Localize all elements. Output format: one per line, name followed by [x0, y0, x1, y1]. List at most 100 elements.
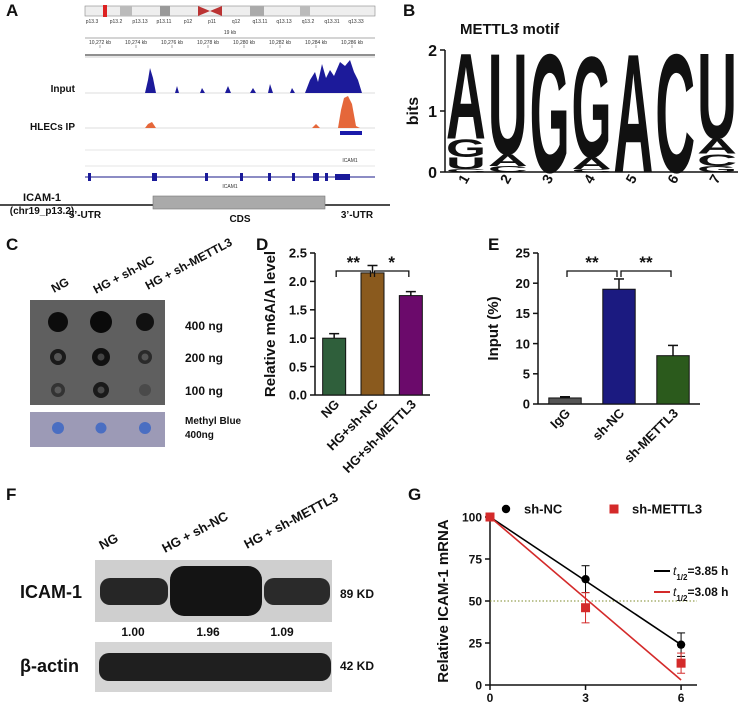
y-tick-label: 25: [469, 636, 483, 650]
region-label: 3’-UTR: [341, 210, 374, 221]
column-label: HG + sh-METTL3: [143, 235, 235, 293]
band-label: p13.11: [157, 19, 172, 25]
exon: [88, 173, 91, 181]
half-life-label: t1/2=3.85 h: [673, 564, 729, 582]
cds-box: [152, 195, 326, 210]
exon: [335, 174, 350, 180]
exon: [268, 173, 271, 181]
stain-label: Methyl Blue: [185, 416, 242, 427]
y-tick-label: 75: [469, 552, 483, 566]
panel-letter: A: [6, 1, 18, 20]
x-tick-label: 6: [678, 691, 685, 705]
column-label: HG + sh-NC: [159, 508, 231, 556]
band-label: q12: [232, 19, 241, 25]
y-tick-label: 0: [523, 397, 530, 412]
bar: [322, 337, 347, 396]
exon: [313, 173, 319, 181]
marker: [676, 658, 686, 668]
exon: [292, 173, 295, 181]
y-tick-label: 20: [516, 276, 530, 291]
legend-marker: [501, 504, 511, 514]
marker: [581, 574, 590, 584]
ratio-label: 1.96: [196, 625, 220, 639]
stain-dot: [52, 422, 64, 434]
logo-letter: C: [572, 168, 612, 173]
y-axis-label: Relative m6A/A level: [262, 251, 279, 397]
gene-label: ICAM-1: [23, 192, 61, 204]
panel-f: F NG HG + sh-NC HG + sh-METTL3 ICAM-1 89…: [6, 485, 374, 692]
marker: [581, 603, 591, 613]
y-tick-label: 2.5: [289, 246, 307, 261]
gene-name: ICAM1: [222, 184, 238, 190]
logo-letter: C: [655, 19, 695, 209]
exon: [325, 173, 328, 181]
panel-letter: G: [408, 485, 421, 504]
exon: [152, 173, 157, 181]
band-label: q13.33: [348, 19, 364, 25]
peak-call: [340, 131, 362, 135]
logo-letter: G: [697, 165, 737, 174]
band-label: p13.13: [132, 19, 148, 25]
half-life-part: =3.85 h: [687, 564, 728, 578]
band: [100, 578, 168, 605]
y-axis-label: bits: [405, 97, 422, 126]
y-tick-label: 1: [428, 104, 437, 121]
centromere: [198, 6, 222, 16]
input-coverage: [85, 60, 375, 93]
half-life-part: t: [673, 564, 677, 578]
band-label: p11: [208, 19, 216, 25]
y-axis-label: Input (%): [485, 296, 502, 360]
significance-bracket: [566, 270, 618, 277]
ratio-label: 1.00: [121, 625, 145, 639]
half-life-part: t: [673, 585, 677, 599]
logo-letter: A: [572, 154, 612, 173]
row-label: 200 ng: [185, 351, 223, 365]
row-label: 400 ng: [185, 319, 223, 333]
legend-label: sh-METTL3: [632, 502, 702, 517]
coord-label: 10,284 kb: [305, 40, 327, 46]
x-tick-label: 0: [487, 691, 494, 705]
panel-letter: B: [403, 1, 415, 20]
dot-center: [97, 353, 105, 361]
legend-label: sh-NC: [524, 502, 563, 517]
coord-label: 10,286 kb: [341, 40, 363, 46]
band-label: p13.2: [110, 19, 123, 25]
y-tick-label: 10: [516, 336, 530, 351]
logo-letter: A: [446, 29, 486, 166]
marker: [485, 512, 495, 522]
column-label: HG + sh-METTL3: [241, 489, 340, 551]
logo-letter: C: [488, 165, 528, 174]
scale-label: 19 kb: [224, 30, 236, 36]
band-label: q13.11: [253, 19, 268, 25]
row-label: 100 ng: [185, 384, 223, 398]
x-tick-label: 1: [455, 171, 473, 186]
y-axis-label: Relative ICAM-1 mRNA: [435, 519, 452, 683]
y-tick-label: 50: [469, 594, 483, 608]
band-label: p13.3: [86, 19, 99, 25]
locus-marker: [103, 5, 107, 17]
significance-bracket: [373, 270, 410, 277]
locus-label: (chr19_p13.2): [10, 206, 74, 217]
y-tick-label: 100: [462, 510, 482, 524]
bar: [398, 295, 423, 396]
chart-title: METTL3 motif: [460, 21, 560, 38]
band: [170, 566, 262, 616]
panel-letter: E: [488, 235, 499, 254]
exon: [240, 173, 243, 181]
y-tick-label: 0: [428, 165, 437, 182]
panel-c: C NG HG + sh-NC HG + sh-METTL3 400 ng 20…: [6, 235, 242, 447]
y-tick-label: 2: [428, 43, 437, 60]
significance-label: **: [347, 253, 361, 272]
x-tick-label: IgG: [547, 406, 573, 432]
dot-center: [141, 353, 149, 361]
region-label: CDS: [229, 214, 250, 225]
logo-letter: A: [697, 134, 737, 158]
panel-letter: F: [6, 485, 16, 504]
stain-amount: 400ng: [185, 430, 214, 441]
logo-letter: A: [488, 151, 528, 170]
bar: [656, 355, 690, 405]
significance-bracket: [335, 270, 372, 277]
dot: [48, 312, 68, 332]
dot: [136, 313, 154, 331]
panel-letter: D: [256, 235, 268, 254]
